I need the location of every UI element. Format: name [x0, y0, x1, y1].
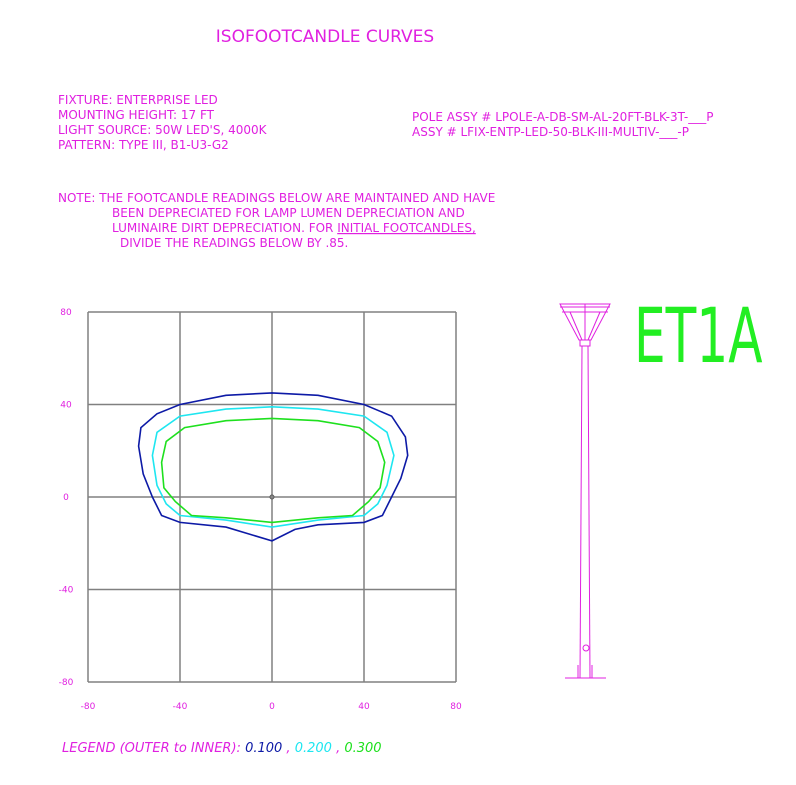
isocurve [151, 405, 395, 528]
x-tick-label: 80 [450, 702, 462, 712]
chart-title: ISOFOOTCANDLE CURVES [216, 27, 434, 47]
assembly-line: POLE ASSY # LPOLE-A-DB-SM-AL-20FT-BLK-3T… [412, 110, 713, 124]
note-line: BEEN DEPRECIATED FOR LAMP LUMEN DEPRECIA… [112, 206, 465, 220]
isocurve [137, 392, 409, 542]
legend-entry: 0.300 [344, 741, 381, 756]
note-line: NOTE: THE FOOTCANDLE READINGS BELOW ARE … [58, 191, 495, 205]
note-underlined: INITIAL FOOTCANDLES, [337, 221, 476, 235]
fixture-line: MOUNTING HEIGHT: 17 FT [58, 108, 215, 122]
isocurve [160, 417, 386, 524]
pole-top [579, 339, 591, 347]
y-tick-label: -80 [59, 678, 74, 688]
pole-side [587, 345, 591, 679]
fixture-line: PATTERN: TYPE III, B1-U3-G2 [58, 138, 229, 152]
note-line: LUMINAIRE DIRT DEPRECIATION. FOR INITIAL… [112, 221, 476, 235]
y-tick-label: 0 [63, 493, 69, 503]
luminaire [559, 303, 611, 341]
y-tick-label: 40 [60, 401, 72, 411]
fixture-line: FIXTURE: ENTERPRISE LED [58, 93, 218, 107]
assembly-line: ASSY # LFIX-ENTP-LED-50-BLK-III-MULTIV-_… [412, 125, 689, 139]
pole-drawing [559, 303, 611, 679]
handhole [582, 644, 590, 652]
y-tick-label: 80 [60, 308, 72, 318]
legend-title: LEGEND (OUTER to INNER): [62, 741, 241, 756]
luminaire-line [587, 311, 601, 341]
x-tick-label: 0 [269, 702, 275, 712]
legend-separator: , [286, 741, 290, 756]
note-line: DIVIDE THE READINGS BELOW BY .85. [120, 236, 348, 250]
legend-entry: 0.200 [295, 741, 332, 756]
x-tick-label: -40 [173, 702, 188, 712]
x-tick-label: 40 [358, 702, 370, 712]
fixture-line: LIGHT SOURCE: 50W LED'S, 4000K [58, 123, 268, 137]
x-tick-label: -80 [81, 702, 96, 712]
plot-area: -80 -40 0 40 80 -80 -40 0 40 80 [59, 308, 462, 712]
legend-separator: , [336, 741, 340, 756]
fixture-code: ET1A [634, 292, 763, 381]
y-tick-label: -40 [59, 586, 74, 596]
origin-marker [269, 494, 275, 500]
legend: LEGEND (OUTER to INNER): 0.100 , 0.200 ,… [62, 741, 382, 756]
pole-side [579, 345, 583, 679]
note-text: LUMINAIRE DIRT DEPRECIATION. FOR [112, 221, 333, 235]
legend-entry: 0.100 [245, 741, 282, 756]
luminaire-line [569, 311, 583, 341]
